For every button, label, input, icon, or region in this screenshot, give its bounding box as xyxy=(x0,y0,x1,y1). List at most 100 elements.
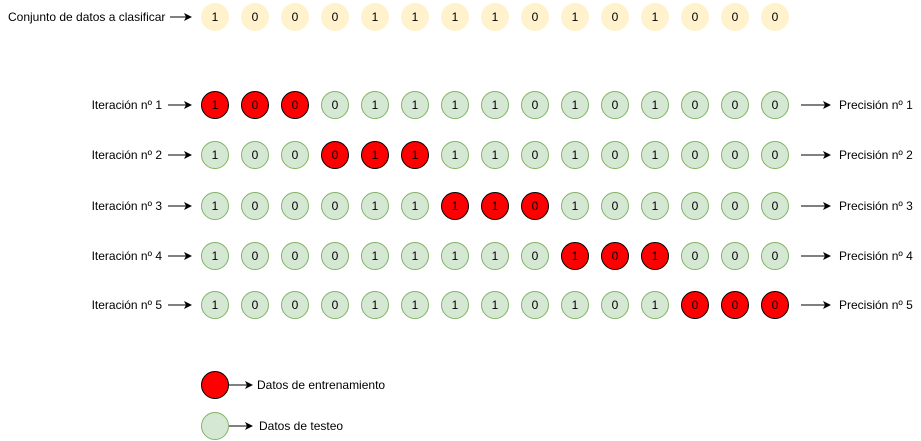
test-node: 1 xyxy=(641,291,669,319)
precision-label: Precisión nº 5 xyxy=(839,298,913,312)
training-node: 1 xyxy=(441,192,469,220)
training-node: 1 xyxy=(401,141,429,169)
test-node: 1 xyxy=(201,242,229,270)
training-node: 1 xyxy=(361,141,389,169)
test-node: 0 xyxy=(521,91,549,119)
test-node: 1 xyxy=(201,291,229,319)
training-node: 0 xyxy=(721,291,749,319)
test-node: 0 xyxy=(601,291,629,319)
test-node: 0 xyxy=(281,291,309,319)
test-node: 0 xyxy=(321,291,349,319)
test-node: 0 xyxy=(321,91,349,119)
precision-label: Precisión nº 4 xyxy=(839,249,913,263)
precision-label: Precisión nº 1 xyxy=(839,98,913,112)
dataset-value: 1 xyxy=(361,3,389,31)
precision-label: Precisión nº 3 xyxy=(839,199,913,213)
test-node: 1 xyxy=(401,291,429,319)
test-node: 1 xyxy=(441,291,469,319)
test-node: 0 xyxy=(281,242,309,270)
test-node: 1 xyxy=(441,91,469,119)
test-node: 1 xyxy=(481,291,509,319)
dataset-value: 1 xyxy=(561,3,589,31)
test-node: 0 xyxy=(761,91,789,119)
training-node: 0 xyxy=(761,291,789,319)
test-node: 0 xyxy=(321,192,349,220)
test-node: 0 xyxy=(521,141,549,169)
training-node: 1 xyxy=(201,91,229,119)
training-node: 1 xyxy=(641,242,669,270)
test-node: 0 xyxy=(521,291,549,319)
dataset-value: 0 xyxy=(281,3,309,31)
test-node: 0 xyxy=(241,141,269,169)
test-node: 0 xyxy=(601,192,629,220)
test-node: 0 xyxy=(521,242,549,270)
test-node: 1 xyxy=(201,192,229,220)
test-node: 0 xyxy=(321,242,349,270)
test-node: 1 xyxy=(481,91,509,119)
legend-training-label: Datos de entrenamiento xyxy=(257,378,386,392)
test-node: 0 xyxy=(681,91,709,119)
training-node: 1 xyxy=(481,192,509,220)
test-node: 1 xyxy=(201,141,229,169)
training-node: 1 xyxy=(561,242,589,270)
training-node: 0 xyxy=(321,141,349,169)
dataset-value: 1 xyxy=(641,3,669,31)
iteration-label: Iteración nº 3 xyxy=(91,199,162,213)
iteration-label: Iteración nº 1 xyxy=(91,98,162,112)
test-node: 0 xyxy=(721,91,749,119)
test-node: 0 xyxy=(241,242,269,270)
test-node: 1 xyxy=(361,242,389,270)
test-node: 1 xyxy=(641,141,669,169)
precision-label: Precisión nº 2 xyxy=(839,148,913,162)
test-node: 0 xyxy=(721,141,749,169)
test-node: 1 xyxy=(361,192,389,220)
dataset-value: 1 xyxy=(481,3,509,31)
test-node: 1 xyxy=(361,291,389,319)
dataset-value: 0 xyxy=(721,3,749,31)
test-node: 1 xyxy=(561,91,589,119)
dataset-value: 1 xyxy=(441,3,469,31)
test-node: 0 xyxy=(281,192,309,220)
legend-training-swatch xyxy=(201,371,229,399)
legend-test-label: Datos de testeo xyxy=(259,419,344,433)
dataset-value: 1 xyxy=(201,3,229,31)
test-node: 0 xyxy=(721,242,749,270)
iteration-label: Iteración nº 5 xyxy=(91,298,162,312)
test-node: 1 xyxy=(401,242,429,270)
test-node: 0 xyxy=(761,192,789,220)
training-node: 0 xyxy=(601,242,629,270)
dataset-value: 1 xyxy=(401,3,429,31)
test-node: 0 xyxy=(241,291,269,319)
dataset-value: 0 xyxy=(761,3,789,31)
test-node: 0 xyxy=(721,192,749,220)
test-node: 1 xyxy=(441,141,469,169)
test-node: 0 xyxy=(281,141,309,169)
iteration-label: Iteración nº 2 xyxy=(91,148,162,162)
dataset-label: Conjunto de datos a clasificar xyxy=(8,10,166,24)
test-node: 1 xyxy=(481,141,509,169)
test-node: 1 xyxy=(561,291,589,319)
test-node: 1 xyxy=(401,192,429,220)
test-node: 0 xyxy=(601,91,629,119)
test-node: 1 xyxy=(561,192,589,220)
test-node: 0 xyxy=(241,192,269,220)
dataset-value: 0 xyxy=(321,3,349,31)
test-node: 1 xyxy=(641,91,669,119)
dataset-value: 0 xyxy=(241,3,269,31)
test-node: 0 xyxy=(761,242,789,270)
iteration-label: Iteración nº 4 xyxy=(91,249,162,263)
test-node: 0 xyxy=(601,141,629,169)
test-node: 0 xyxy=(681,192,709,220)
test-node: 1 xyxy=(361,91,389,119)
dataset-value: 0 xyxy=(601,3,629,31)
dataset-value: 0 xyxy=(521,3,549,31)
training-node: 0 xyxy=(521,192,549,220)
test-node: 1 xyxy=(561,141,589,169)
test-node: 1 xyxy=(441,242,469,270)
test-node: 1 xyxy=(641,192,669,220)
training-node: 0 xyxy=(281,91,309,119)
test-node: 0 xyxy=(761,141,789,169)
test-node: 0 xyxy=(681,242,709,270)
training-node: 0 xyxy=(681,291,709,319)
